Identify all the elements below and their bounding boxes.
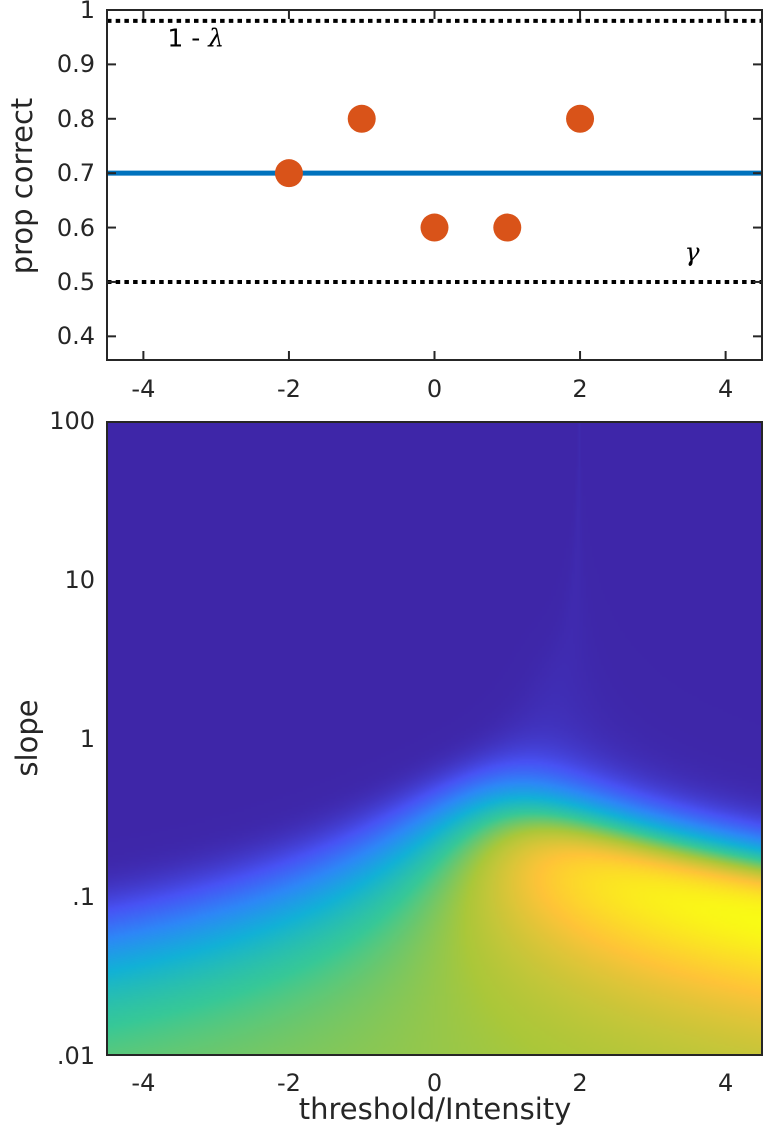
line-annotation: 1 - λ	[167, 23, 225, 53]
x-tick-label: -4	[131, 1069, 156, 1097]
x-tick-label: -2	[276, 1069, 301, 1097]
y-tick-label: 100	[49, 407, 95, 435]
greek-symbol: γ	[684, 237, 700, 267]
data-point	[420, 213, 449, 242]
likelihood-heatmap-plot: slope threshold/Intensity 100 10 1.1.01 -4…	[0, 400, 765, 1140]
psychometric-scatter-plot: prop correct 1 0.9 0.8 0.7 0.6 0.5 0.4 -4 -2 0 2 4…	[0, 0, 765, 420]
y-tick-label: 0.9	[56, 50, 95, 79]
x-tick-label: -2	[276, 375, 301, 403]
heatmap-frame	[106, 421, 763, 1056]
data-point	[347, 104, 376, 133]
data-point	[274, 159, 303, 188]
posterior-likelihood-heatmap	[108, 423, 761, 1054]
bottom-x-axis-label: threshold/Intensity	[298, 1092, 572, 1126]
y-tick-label: 0.5	[56, 267, 95, 296]
y-tick-label: 10	[64, 565, 95, 594]
x-tick-label: 4	[717, 375, 734, 403]
line-annotation: γ	[685, 238, 700, 267]
x-tick-label: 0	[426, 375, 443, 403]
y-tick-label: 0.6	[56, 213, 95, 242]
y-tick-label: 1	[79, 0, 95, 24]
x-tick-label: 2	[572, 375, 588, 403]
data-point	[493, 213, 522, 242]
y-tick-label: 1	[79, 724, 95, 753]
x-tick-label: -4	[131, 375, 156, 403]
y-tick-label: 0.8	[56, 104, 95, 133]
scatter-axes-canvas	[106, 9, 763, 361]
axes-box	[106, 9, 763, 361]
x-tick-label: 0	[426, 1069, 443, 1097]
y-tick-label: .1	[72, 883, 95, 912]
greek-symbol: λ	[208, 23, 225, 53]
y-tick-label: 0.4	[56, 322, 95, 351]
x-tick-label: 4	[717, 1069, 734, 1097]
data-point	[566, 104, 595, 133]
x-tick-label: 2	[572, 1069, 588, 1097]
y-tick-label: 0.7	[56, 159, 95, 188]
y-tick-label: .01	[56, 1042, 95, 1070]
